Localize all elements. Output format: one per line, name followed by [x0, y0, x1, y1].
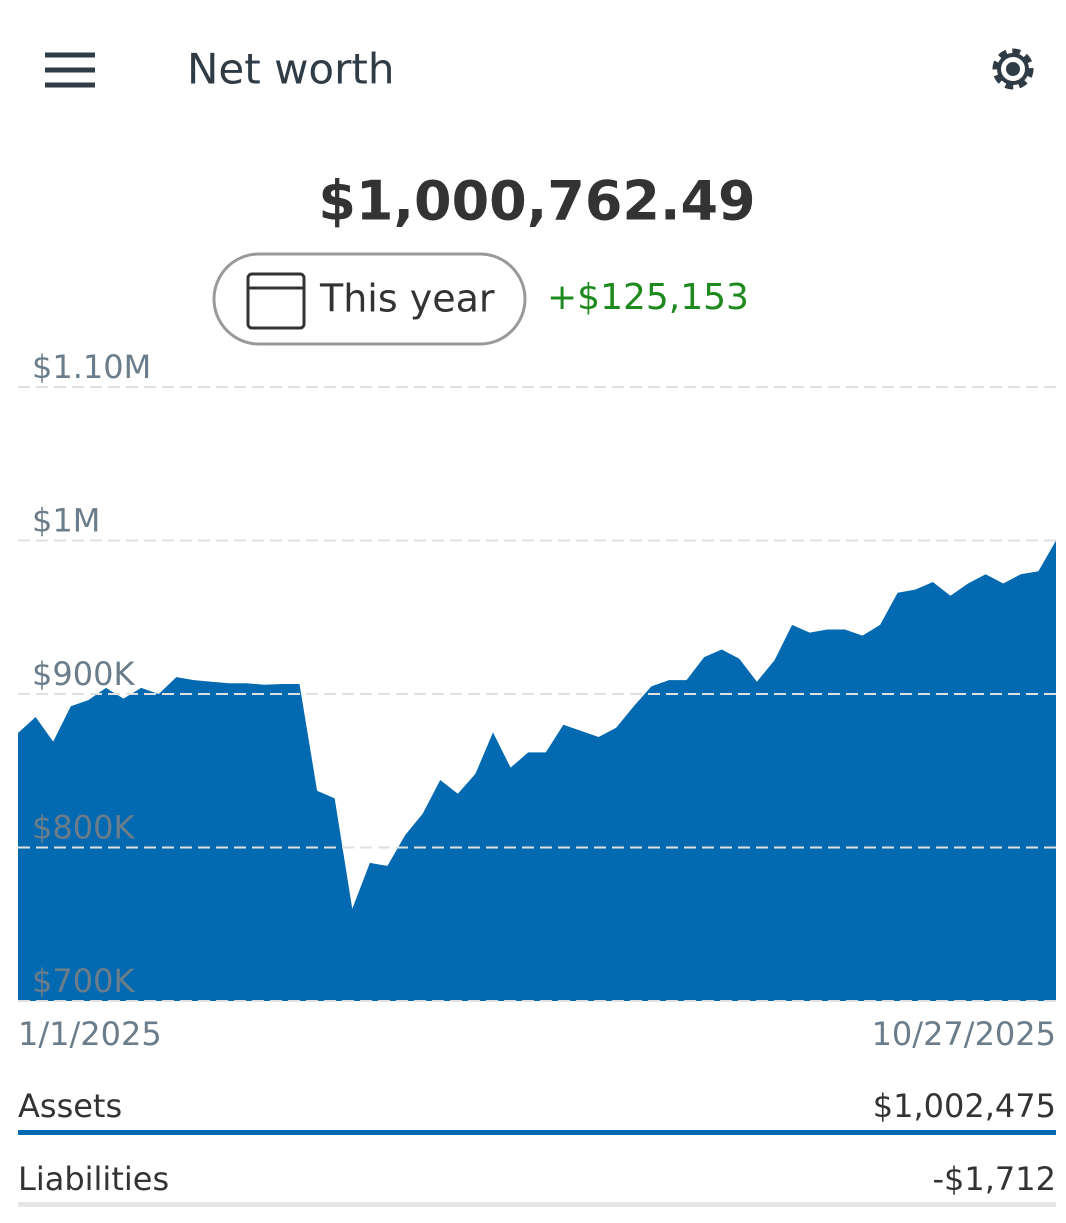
area [18, 540, 1056, 1001]
x-tick-label: 10/27/2025 [872, 1015, 1056, 1053]
gear-teeth [992, 48, 1034, 90]
net-worth-value: $1,000,762.49 [318, 170, 755, 233]
liabilities-underline [18, 1202, 1056, 1207]
y-tick-label: $1M [32, 502, 100, 540]
row-label: Liabilities [18, 1160, 169, 1198]
gear-center [1006, 62, 1020, 76]
assets-underline [18, 1130, 1056, 1135]
menu-button[interactable] [45, 52, 95, 88]
y-tick-label: $700K [32, 962, 135, 1000]
period-button[interactable]: This year [212, 252, 527, 346]
page-title: Net worth [187, 45, 394, 94]
row-value: $1,002,475 [873, 1087, 1056, 1125]
row-value: -$1,712 [932, 1160, 1056, 1198]
x-tick-label: 1/1/2025 [18, 1015, 162, 1053]
y-tick-label: $900K [32, 655, 135, 693]
y-tick-label: $800K [32, 809, 135, 847]
net-worth-chart: $700K $800K $900K $1M $1.10M 1/1/2025 10/27/20… [18, 348, 1056, 1053]
settings-button[interactable] [992, 48, 1034, 90]
period-change: +$125,153 [547, 277, 749, 318]
period-label: This year [319, 277, 495, 321]
row-label: Assets [18, 1087, 122, 1125]
period-pill [212, 252, 527, 346]
gear-body [997, 53, 1029, 85]
calendar-icon [246, 272, 306, 330]
y-tick-label: $1.10M [32, 348, 151, 386]
